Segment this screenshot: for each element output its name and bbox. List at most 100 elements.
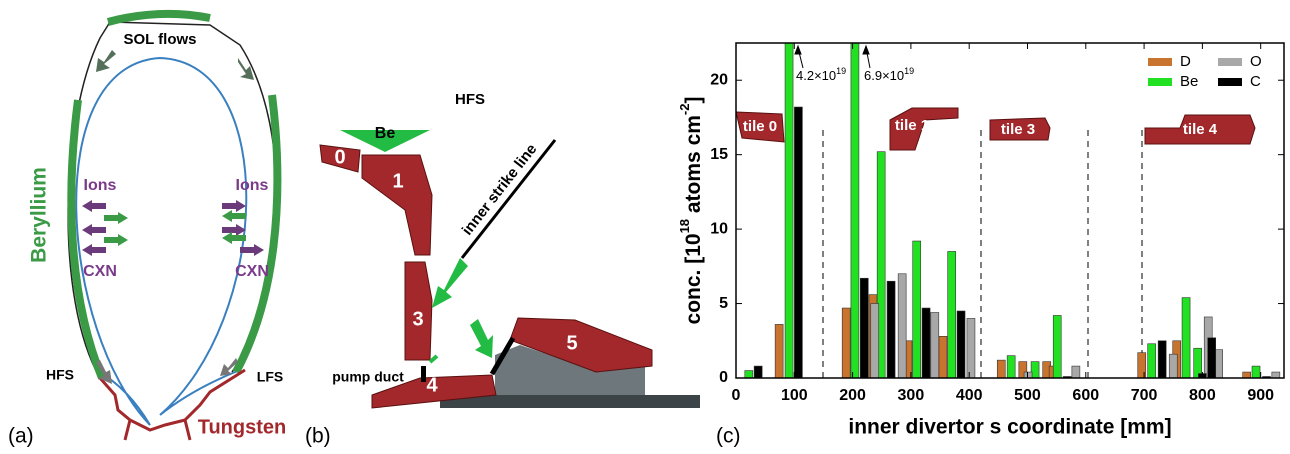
tile-label: tile 3 <box>1001 121 1035 138</box>
annotation-text: 6.9×10 <box>864 68 904 83</box>
flow-arrow <box>470 319 493 358</box>
tile-label: tile 0 <box>743 118 777 135</box>
be-wall <box>71 100 102 378</box>
figure: SOL flows Beryllium Ions Ions CXN CXN HF… <box>0 0 1290 449</box>
bar <box>1024 372 1032 378</box>
bar <box>922 308 930 378</box>
annotation: 4.2×1019 <box>796 66 846 83</box>
y-tick-label: 10 <box>710 220 728 237</box>
bar <box>871 304 879 378</box>
bar <box>997 360 1005 378</box>
bar <box>1053 315 1061 378</box>
tile-number: 0 <box>334 146 345 168</box>
bar <box>775 324 783 378</box>
be-wall <box>236 95 277 372</box>
flow-arrow <box>238 58 254 80</box>
legend-label: C <box>1250 73 1261 90</box>
legend-label: Be <box>1180 73 1198 90</box>
bar <box>931 312 939 378</box>
be-label: Be <box>375 125 396 142</box>
x-tick-label: 0 <box>732 387 741 404</box>
panel-label: (c) <box>716 425 741 448</box>
pump-duct-label: pump duct <box>332 369 404 385</box>
ions-label: Ions <box>236 177 269 194</box>
legend-swatch <box>1218 58 1242 66</box>
bar <box>1208 338 1216 378</box>
bar <box>1148 344 1156 378</box>
panel-c: (c) tile 0 tile 1 tile 3 tile 4 01002003… <box>677 0 1284 448</box>
y-axis-label-part: -2 <box>677 104 692 116</box>
bar <box>1182 298 1190 378</box>
x-axis-label: inner divertor s coordinate [mm] <box>848 416 1171 439</box>
flow-arrow <box>96 50 116 72</box>
bar <box>898 274 906 378</box>
sol-flows-label: SOL flows <box>123 31 196 48</box>
bar <box>948 251 956 378</box>
bar <box>939 336 947 378</box>
y-axis-label: conc. [1018 atoms cm-2] <box>677 97 704 325</box>
bar <box>1007 356 1015 378</box>
x-tick-label: 300 <box>898 387 925 404</box>
bar <box>1158 341 1166 378</box>
bar <box>1072 366 1080 378</box>
strike-line <box>462 140 555 258</box>
ion-arrows <box>82 200 264 256</box>
y-axis-label-part: conc. [10 <box>682 233 705 324</box>
panel-label: (b) <box>305 425 331 448</box>
annotation-text: 4.2×10 <box>796 68 836 83</box>
tile-number: 1 <box>392 170 403 192</box>
x-tick-label: 100 <box>781 387 808 404</box>
bar <box>860 278 868 378</box>
x-tick-label: 500 <box>1014 387 1041 404</box>
tile-number: 5 <box>566 332 577 354</box>
bar <box>967 318 975 378</box>
lfs-label: LFS <box>257 369 283 385</box>
x-tick-label: 600 <box>1072 387 1099 404</box>
bar <box>851 0 859 378</box>
annotation-exponent: 19 <box>904 66 914 76</box>
strike-arrow <box>432 258 468 308</box>
annotation: 6.9×1019 <box>864 66 914 83</box>
y-axis-label-part: ] <box>682 97 705 104</box>
bar <box>1272 372 1280 378</box>
y-axis-label-part: 18 <box>677 219 692 233</box>
bar <box>957 311 965 378</box>
x-tick-label: 200 <box>839 387 866 404</box>
bar <box>913 241 921 378</box>
legend-label: O <box>1250 53 1262 70</box>
cxn-label: CXN <box>83 263 117 280</box>
tile-label: tile 4 <box>1183 121 1218 138</box>
legend-label: D <box>1180 53 1191 70</box>
flow-arrow <box>430 356 437 362</box>
plot-frame <box>736 43 1284 378</box>
ions-label: Ions <box>84 177 117 194</box>
bar <box>887 281 895 378</box>
bars <box>745 0 1280 378</box>
panel-a: SOL flows Beryllium Ions Ions CXN CXN HF… <box>8 14 286 448</box>
panel-b: HFS Be 0 1 3 4 5 inner strike line pump … <box>305 91 700 448</box>
x-tick-label: 700 <box>1131 387 1158 404</box>
annotation-exponent: 19 <box>836 66 846 76</box>
hfs-label: HFS <box>455 91 485 108</box>
bar <box>785 0 793 378</box>
x-tick-label: 800 <box>1189 387 1216 404</box>
bar <box>842 308 850 378</box>
y-tick-label: 15 <box>710 146 728 163</box>
bar <box>794 107 802 378</box>
tungsten-label: Tungsten <box>198 416 287 438</box>
panel-label: (a) <box>8 425 34 448</box>
beryllium-label: Beryllium <box>28 167 51 263</box>
y-tick-label: 0 <box>719 369 728 386</box>
tile-number: 3 <box>412 308 423 330</box>
bar <box>1169 354 1177 378</box>
legend-swatch <box>1218 78 1242 86</box>
bar <box>745 371 753 378</box>
x-tick-label: 900 <box>1247 387 1274 404</box>
tile-label: tile 1 <box>895 117 929 134</box>
legend-swatch <box>1148 78 1172 86</box>
be-wall <box>108 14 210 22</box>
y-tick-label: 20 <box>710 71 728 88</box>
y-axis-label-part: atoms cm <box>682 115 705 219</box>
pump-duct <box>421 366 426 382</box>
x-tick-label: 400 <box>956 387 983 404</box>
